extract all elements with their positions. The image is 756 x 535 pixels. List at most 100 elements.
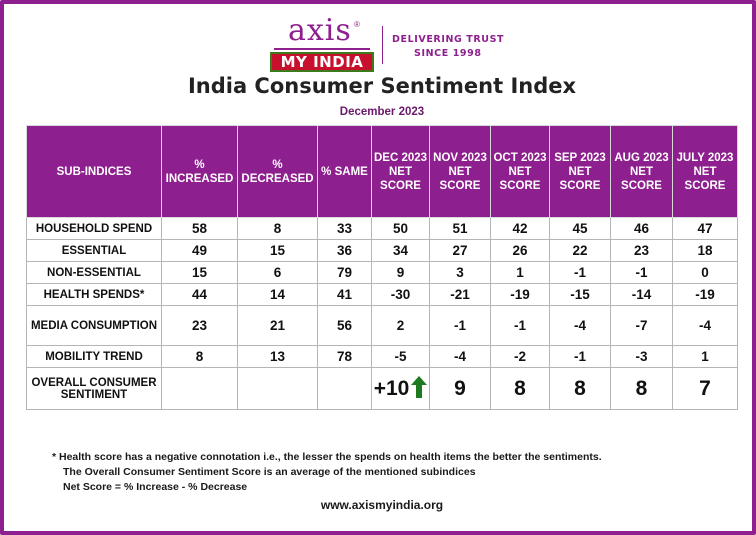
table-row-overall: OVERALL CONSUMER SENTIMENT +10 9 8 8 8 7	[26, 367, 738, 410]
table-cell: -30	[371, 283, 430, 306]
table-cell: 13	[237, 345, 318, 368]
header-divider	[382, 26, 383, 64]
table-cell: 47	[672, 217, 738, 240]
column-header: % INCREASED	[161, 125, 238, 218]
table-row-health-spends: HEALTH SPENDS* 44 14 41 -30 -21 -19 -15 -14 -19	[26, 283, 738, 306]
overall-score-value: +10	[373, 376, 410, 400]
table-cell: 7	[672, 367, 738, 410]
table-cell: 49	[161, 239, 238, 262]
row-label: HOUSEHOLD SPEND	[26, 217, 162, 240]
column-header: AUG 2023 NET SCORE	[610, 125, 673, 218]
sentiment-table: SUB-INDICES % INCREASED % DECREASED % SA…	[26, 125, 738, 410]
column-header: % SAME	[317, 125, 372, 218]
table-cell: 51	[429, 217, 491, 240]
table-cell: -4	[672, 305, 738, 346]
table-cell: -1	[429, 305, 491, 346]
table-row-household-spend: HOUSEHOLD SPEND 58 8 33 50 51 42 45 46 47	[26, 217, 738, 240]
table-cell	[317, 367, 372, 410]
up-arrow-icon	[411, 375, 428, 398]
row-label: OVERALL CONSUMER SENTIMENT	[26, 367, 162, 410]
table-cell: 22	[549, 239, 611, 262]
table-cell: 0	[672, 261, 738, 284]
table-cell: -15	[549, 283, 611, 306]
table-cell: 23	[161, 305, 238, 346]
table-cell: 8	[549, 367, 611, 410]
table-cell: 1	[672, 345, 738, 368]
table-cell: 42	[490, 217, 550, 240]
page-subtitle: December 2023	[339, 106, 425, 118]
table-row-mobility-trend: MOBILITY TREND 8 13 78 -5 -4 -2 -1 -3 1	[26, 345, 738, 368]
row-label: NON-ESSENTIAL	[26, 261, 162, 284]
row-label: ESSENTIAL	[26, 239, 162, 262]
table-cell: 8	[610, 367, 673, 410]
column-header: % DECREASED	[237, 125, 318, 218]
table-cell: 14	[237, 283, 318, 306]
table-cell: 45	[549, 217, 611, 240]
table-cell	[161, 367, 238, 410]
table-cell: -19	[490, 283, 550, 306]
overall-score-cell: +10	[371, 367, 430, 410]
footnote-net-score: Net Score = % Increase - % Decrease	[63, 481, 248, 493]
table-row-essential: ESSENTIAL 49 15 36 34 27 26 22 23 18	[26, 239, 738, 262]
tagline-line2: SINCE 1998	[414, 48, 482, 59]
table-cell: 58	[161, 217, 238, 240]
table-cell: 41	[317, 283, 372, 306]
logo-wordmark: axis	[288, 13, 352, 48]
table-cell: 46	[610, 217, 673, 240]
logo-underline	[274, 48, 370, 50]
table-header-row: SUB-INDICES % INCREASED % DECREASED % SA…	[26, 125, 738, 218]
footnote-overall: The Overall Consumer Sentiment Score is …	[63, 466, 476, 478]
table-cell: 9	[371, 261, 430, 284]
column-header: DEC 2023 NET SCORE	[371, 125, 430, 218]
website-link[interactable]: www.axismyindia.org	[320, 498, 444, 512]
tagline-line1: DELIVERING TRUST	[392, 34, 505, 45]
column-header: OCT 2023 NET SCORE	[490, 125, 550, 218]
table-cell: 21	[237, 305, 318, 346]
table-cell: 8	[490, 367, 550, 410]
table-cell: 26	[490, 239, 550, 262]
table-cell: -21	[429, 283, 491, 306]
table-cell: 23	[610, 239, 673, 262]
table-cell: 8	[161, 345, 238, 368]
table-cell: -3	[610, 345, 673, 368]
table-cell: -1	[610, 261, 673, 284]
footnote-health: * Health score has a negative connotatio…	[52, 451, 602, 463]
row-label: HEALTH SPENDS*	[26, 283, 162, 306]
table-cell: -4	[549, 305, 611, 346]
table-cell: 15	[237, 239, 318, 262]
table-cell: 9	[429, 367, 491, 410]
table-cell: -4	[429, 345, 491, 368]
table-cell: 36	[317, 239, 372, 262]
axis-my-india-logo: axis ® MY INDIA	[270, 14, 374, 72]
logo-registered-mark: ®	[354, 20, 360, 29]
table-cell: 18	[672, 239, 738, 262]
table-row-media-consumption: MEDIA CONSUMPTION 23 21 56 2 -1 -1 -4 -7 -4	[26, 305, 738, 346]
table-cell: 15	[161, 261, 238, 284]
table-cell: -1	[549, 261, 611, 284]
table-cell: -5	[371, 345, 430, 368]
table-cell: 33	[317, 217, 372, 240]
table-cell: 2	[371, 305, 430, 346]
logo-my-india-badge: MY INDIA	[270, 52, 374, 72]
row-label: MOBILITY TREND	[26, 345, 162, 368]
column-header: JULY 2023 NET SCORE	[672, 125, 738, 218]
table-cell: 50	[371, 217, 430, 240]
table-cell: 56	[317, 305, 372, 346]
column-header: SEP 2023 NET SCORE	[549, 125, 611, 218]
footnotes: * Health score has a negative connotatio…	[52, 450, 602, 495]
table-row-non-essential: NON-ESSENTIAL 15 6 79 9 3 1 -1 -1 0	[26, 261, 738, 284]
table-cell: 44	[161, 283, 238, 306]
table-cell: 34	[371, 239, 430, 262]
page-title: India Consumer Sentiment Index	[187, 74, 577, 98]
table-cell: 8	[237, 217, 318, 240]
table-cell: -14	[610, 283, 673, 306]
table-cell: 3	[429, 261, 491, 284]
table-cell: -2	[490, 345, 550, 368]
table-cell	[237, 367, 318, 410]
table-cell: -7	[610, 305, 673, 346]
table-cell: 6	[237, 261, 318, 284]
table-cell: -1	[490, 305, 550, 346]
table-cell: -19	[672, 283, 738, 306]
table-cell: 79	[317, 261, 372, 284]
